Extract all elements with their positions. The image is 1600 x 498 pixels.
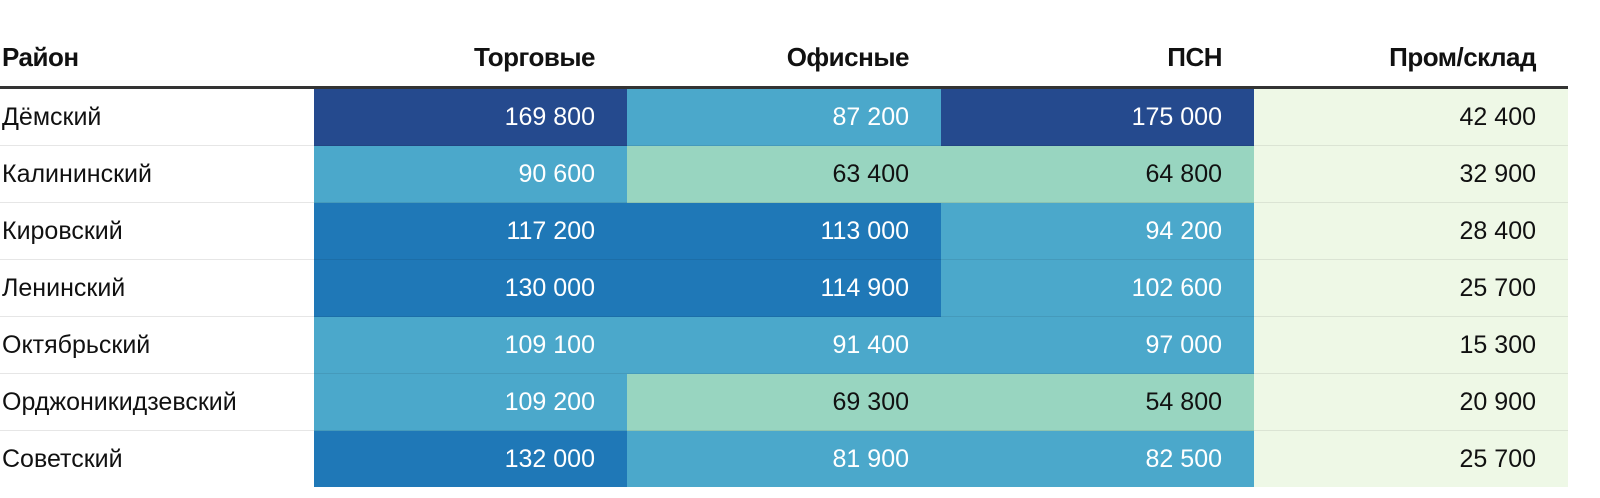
header-office: Офисные [627,28,941,89]
table-row: Калининский 90 600 63 400 64 800 32 900 [0,145,1568,203]
heat-cell: 15 300 [1254,316,1568,374]
heat-cell: 132 000 [314,430,627,487]
heat-cell: 102 600 [941,259,1254,317]
header-district: Район [0,28,314,89]
header-industrial-warehouse: Пром/склад [1254,28,1568,89]
header-retail: Торговые [314,28,627,89]
heat-cell: 97 000 [941,316,1254,374]
header-row: Район Торговые Офисные ПСН Пром/склад [0,28,1568,89]
district-name: Дёмский [0,87,314,146]
heat-cell: 117 200 [314,202,627,260]
table-row: Советский 132 000 81 900 82 500 25 700 [0,430,1568,487]
heat-cell: 25 700 [1254,430,1568,487]
district-name: Ленинский [0,259,314,317]
table-row: Кировский 117 200 113 000 94 200 28 400 [0,202,1568,260]
heat-cell: 25 700 [1254,259,1568,317]
district-name: Октябрьский [0,316,314,374]
heat-cell: 175 000 [941,87,1254,146]
heat-cell: 109 200 [314,373,627,431]
table-body: Дёмский 169 800 87 200 175 000 42 400 Калинин… [0,87,1568,487]
heat-cell: 91 400 [627,316,941,374]
heatmap-table: Район Торговые Офисные ПСН Пром/склад Дё… [0,28,1568,487]
heat-cell: 42 400 [1254,87,1568,146]
district-name: Орджоникидзевский [0,373,314,431]
table-row: Дёмский 169 800 87 200 175 000 42 400 [0,87,1568,146]
district-name: Калининский [0,145,314,203]
heat-cell: 54 800 [941,373,1254,431]
heat-cell: 87 200 [627,87,941,146]
heat-cell: 81 900 [627,430,941,487]
heat-cell: 109 100 [314,316,627,374]
heat-cell: 130 000 [314,259,627,317]
heat-cell: 90 600 [314,145,627,203]
heat-cell: 82 500 [941,430,1254,487]
district-name: Советский [0,430,314,487]
table-row: Октябрьский 109 100 91 400 97 000 15 300 [0,316,1568,374]
heat-cell: 94 200 [941,202,1254,260]
heat-cell: 69 300 [627,373,941,431]
heat-cell: 20 900 [1254,373,1568,431]
table-row: Ленинский 130 000 114 900 102 600 25 700 [0,259,1568,317]
table-row: Орджоникидзевский 109 200 69 300 54 800 20 9… [0,373,1568,431]
heat-cell: 63 400 [627,145,941,203]
heat-cell: 64 800 [941,145,1254,203]
heat-cell: 28 400 [1254,202,1568,260]
heat-cell: 114 900 [627,259,941,317]
heat-cell: 169 800 [314,87,627,146]
district-name: Кировский [0,202,314,260]
heat-cell: 113 000 [627,202,941,260]
header-psn: ПСН [941,28,1254,89]
heat-cell: 32 900 [1254,145,1568,203]
